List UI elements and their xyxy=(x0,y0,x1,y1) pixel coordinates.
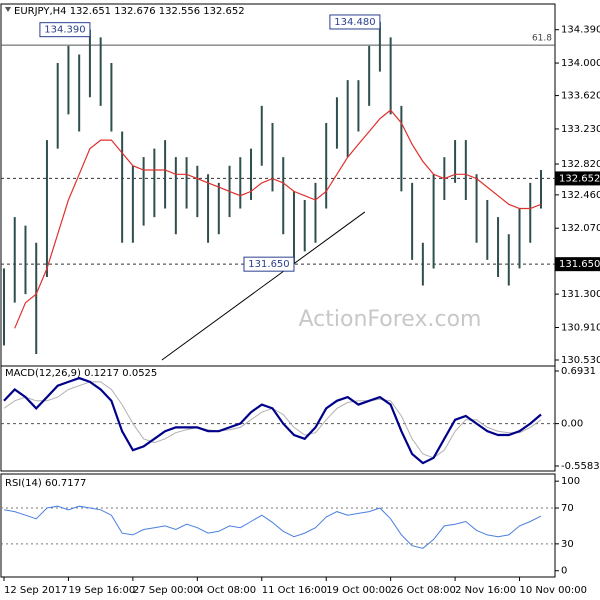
y-tick-label: 133.620 xyxy=(561,91,600,102)
macd-panel xyxy=(0,365,556,472)
x-tick-label: 19 Sep 16:00 xyxy=(68,585,135,596)
y-tick-label: 70 xyxy=(561,503,574,514)
price-label-box xyxy=(555,171,600,186)
price-label: 131.650 xyxy=(559,259,600,270)
x-tick-label: 10 Nov 00:00 xyxy=(520,585,587,596)
y-tick-label: 132.070 xyxy=(561,223,600,234)
y-tick-label: -0.5583 xyxy=(561,461,600,472)
y-tick-label: 131.300 xyxy=(561,289,600,300)
macd-line xyxy=(3,381,542,459)
annotation-box xyxy=(329,14,381,30)
annotation-label: 134.480 xyxy=(334,17,375,28)
x-tick-label: 12 Sep 2017 xyxy=(4,585,67,596)
y-tick-label: 134.390 xyxy=(561,25,600,36)
y-tick-label: 132.460 xyxy=(561,190,600,201)
price-label: 132.652 xyxy=(559,173,600,184)
price-label-box xyxy=(555,257,600,272)
moving-average xyxy=(14,109,542,329)
x-tick-label: 11 Oct 16:00 xyxy=(262,585,327,596)
annotation-label: 131.650 xyxy=(248,259,289,270)
trendline xyxy=(161,211,366,361)
macd-line xyxy=(3,376,542,465)
x-tick-label: 19 Oct 00:00 xyxy=(326,585,391,596)
y-tick-label: 0.6931 xyxy=(561,366,596,377)
rsi-panel xyxy=(0,473,556,578)
x-tick-label: 26 Oct 08:00 xyxy=(391,585,456,596)
x-tick-label: 4 Oct 08:00 xyxy=(197,585,256,596)
annotation-label: 134.390 xyxy=(44,25,85,36)
rsi-line xyxy=(3,505,542,549)
y-tick-label: 134.000 xyxy=(561,58,600,69)
rsi-title: RSI(14) 60.7177 xyxy=(5,478,86,489)
y-tick-label: 133.230 xyxy=(561,124,600,135)
level-label: 61.8 xyxy=(532,34,552,44)
y-tick-label: 100 xyxy=(561,476,580,487)
y-tick-label: 132.820 xyxy=(561,159,600,170)
x-tick-label: 27 Sep 00:00 xyxy=(133,585,200,596)
annotation-box xyxy=(39,22,91,38)
y-tick-label: 30 xyxy=(561,539,574,550)
y-tick-label: 130.910 xyxy=(561,322,600,333)
watermark: ActionForex.com xyxy=(299,307,482,332)
chart-title: EURJPY,H4 132.651 132.676 132.556 132.65… xyxy=(14,6,245,17)
title-icon xyxy=(5,7,11,12)
y-tick-label: 0.00 xyxy=(561,419,583,430)
macd-title: MACD(12,26,9) 0.1217 0.0525 xyxy=(5,368,157,379)
annotation-box xyxy=(243,256,295,272)
y-tick-label: 0 xyxy=(561,566,567,577)
y-tick-label: 130.530 xyxy=(561,355,600,366)
x-tick-label: 2 Nov 16:00 xyxy=(455,585,516,596)
